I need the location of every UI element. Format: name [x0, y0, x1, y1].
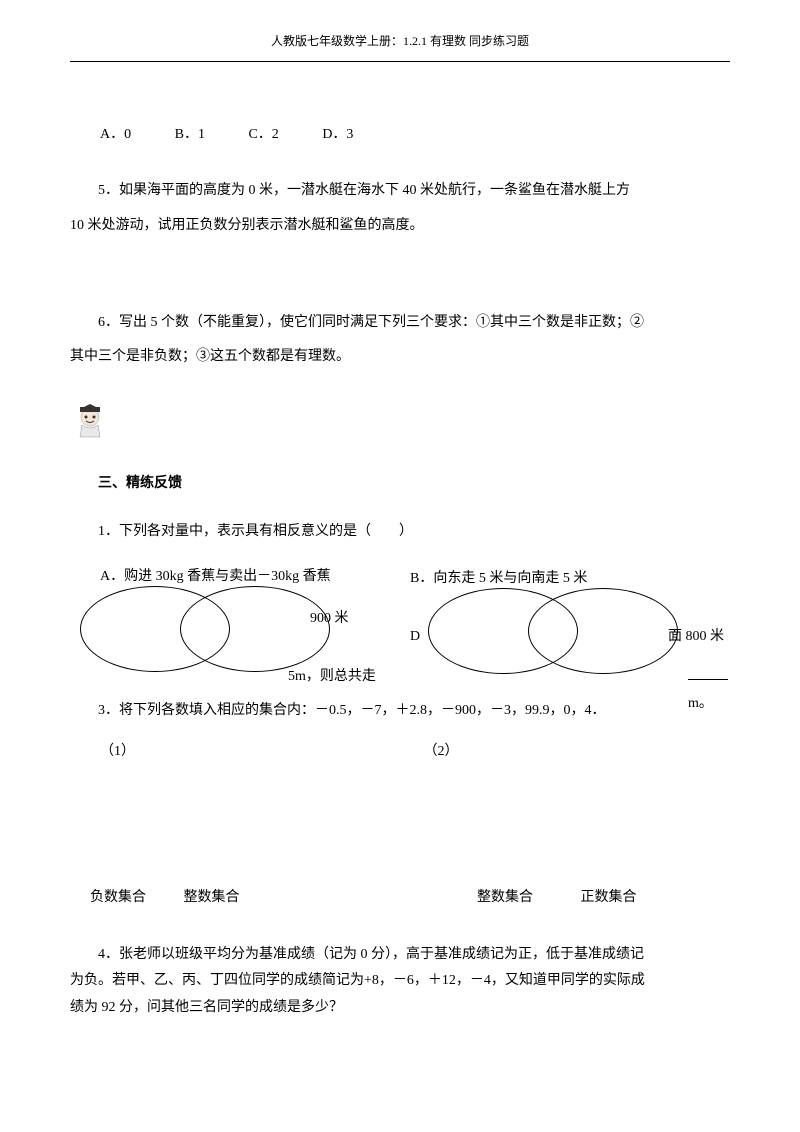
option-c: C．2	[248, 122, 278, 149]
venn-diagram-right	[428, 588, 668, 678]
page-header: 人教版七年级数学上册：1.2.1 有理数 同步练习题	[70, 30, 730, 53]
option-b: B．1	[175, 122, 205, 149]
option-d: D．3	[322, 122, 353, 149]
section-3-title: 三、精练反馈	[70, 471, 730, 498]
question-5-line2: 10 米处游动，试用正负数分别表示潜水艇和鲨鱼的高度。	[70, 213, 730, 240]
option-a: A．0	[100, 122, 131, 149]
sub-2: （2）	[424, 744, 459, 759]
label-integer-set-2: 整数集合	[477, 885, 577, 912]
set-labels: 负数集合 整数集合 整数集合 正数集合	[90, 885, 730, 912]
sub-problem-labels: （1） （2）	[100, 739, 730, 766]
label-integer-set-1: 整数集合	[184, 885, 474, 912]
sub-1: （1）	[100, 739, 420, 766]
question-5-line1: 5．如果海平面的高度为 0 米，一潜水艇在海水下 40 米处航行，一条鲨鱼在潜水…	[70, 178, 730, 205]
label-positive-set: 正数集合	[581, 885, 637, 912]
s3-question-4-line2: 为负。若甲、乙、丙、丁四位同学的成绩简记为+8，－6，＋12，－4，又知道甲同学…	[70, 968, 730, 995]
s3-question-4-line3: 绩为 92 分，问其他三名同学的成绩是多少？	[70, 995, 730, 1022]
s3-question-3: 3．将下列各数填入相应的集合内：－0.5，－7，＋2.8，－900，－3，99.…	[70, 698, 730, 725]
header-rule	[70, 61, 730, 62]
label-negative-set: 负数集合	[90, 885, 180, 912]
venn-diagram-left	[80, 586, 320, 676]
question-6-line1: 6．写出 5 个数（不能重复），使它们同时满足下列三个要求：①其中三个数是非正数…	[70, 310, 730, 337]
avatar-icon	[70, 401, 110, 441]
s3-question-4-line1: 4．张老师以班级平均分为基准成绩（记为 0 分），高于基准成绩记为正，低于基准成…	[70, 942, 730, 969]
ellipse-right-2	[528, 588, 678, 674]
s3-option-d-left: D	[410, 624, 420, 651]
s3-question-1: 1．下列各对量中，表示具有相反意义的是（ ）	[70, 519, 730, 546]
ellipse-left-2	[180, 586, 330, 672]
s3-q2-fragment-right: m。	[688, 664, 730, 717]
question-6-line2: 其中三个是非负数；③这五个数都是有理数。	[70, 344, 730, 371]
q4-options: A．0 B．1 C．2 D．3	[100, 122, 730, 149]
s3-q1-options: A．购进 30kg 香蕉与卖出－30kg 香蕉 B．向东走 5 米与向南走 5 …	[70, 564, 730, 694]
